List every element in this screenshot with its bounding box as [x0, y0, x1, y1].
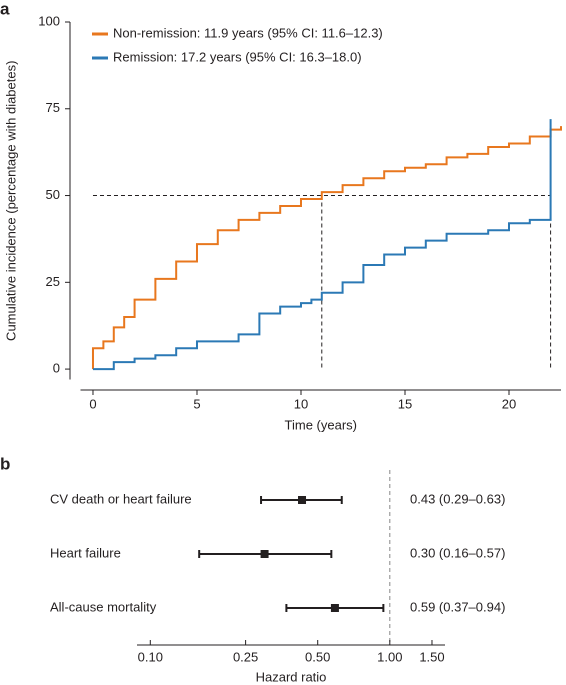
value-label: 0.59 (0.37–0.94) — [410, 599, 505, 614]
x-axis-label: Hazard ratio — [256, 669, 327, 684]
row-label: Heart failure — [50, 545, 121, 560]
series-line — [92, 119, 552, 371]
panel-label: b — [0, 454, 10, 473]
y-tick-label: 100 — [38, 13, 60, 28]
x-tick-label: 5 — [193, 396, 200, 411]
x-axis-label: Time (years) — [285, 417, 357, 432]
row-label: All-cause mortality — [50, 599, 157, 614]
y-tick-label: 25 — [46, 274, 60, 289]
x-tick-label: 20 — [502, 396, 516, 411]
value-label: 0.30 (0.16–0.57) — [410, 545, 505, 560]
x-tick-label: 1.50 — [419, 649, 444, 664]
x-tick-label: 0.50 — [305, 649, 330, 664]
legend-label: Non-remission: 11.9 years (95% CI: 11.6–… — [113, 25, 383, 40]
x-tick-label: 1.00 — [377, 649, 402, 664]
x-tick-label: 0.25 — [233, 649, 258, 664]
point-estimate — [298, 496, 307, 504]
row-label: CV death or heart failure — [50, 491, 192, 506]
value-label: 0.43 (0.29–0.63) — [410, 491, 505, 506]
panel-label: a — [0, 0, 10, 18]
legend-label: Remission: 17.2 years (95% CI: 16.3–18.0… — [113, 49, 362, 64]
y-axis-label: Cumulative incidence (percentage with di… — [3, 61, 18, 341]
y-tick-label: 75 — [46, 100, 60, 115]
y-tick-label: 50 — [46, 187, 60, 202]
y-tick-label: 0 — [53, 361, 60, 376]
point-estimate — [330, 604, 339, 612]
x-tick-label: 10 — [294, 396, 308, 411]
series-line — [91, 126, 562, 370]
x-tick-label: 0 — [89, 396, 96, 411]
point-estimate — [260, 550, 269, 558]
x-tick-label: 0.10 — [138, 649, 163, 664]
x-tick-label: 15 — [398, 396, 412, 411]
